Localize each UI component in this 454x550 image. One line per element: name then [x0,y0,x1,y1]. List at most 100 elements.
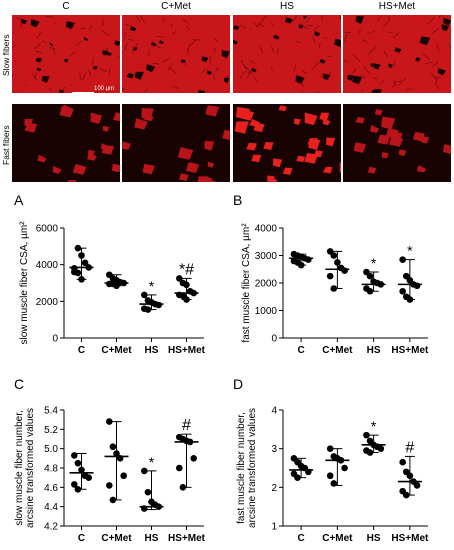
data-point [406,472,414,480]
data-point [71,452,78,459]
data-point [176,464,183,472]
y-tick-label: 6000 [36,224,59,235]
data-point [106,482,113,489]
y-tick-label: 4000 [255,224,278,235]
data-point [109,443,117,451]
data-point [294,474,301,481]
x-tick-label: C [78,345,85,356]
data-point [144,488,152,496]
x-tick-label: C [298,533,305,544]
significance-mark: *# [179,261,194,278]
scale-bar-label: 100 µm [94,86,115,92]
data-point [106,418,113,425]
data-point [326,445,334,452]
data-point [141,291,148,299]
data-point [413,482,421,489]
data-point [74,269,82,277]
y-tick-label: 0 [271,334,277,345]
y-axis-label: arcsine transformed values [25,408,36,528]
y-tick-label: 3 [271,444,277,455]
data-point [366,287,374,295]
x-tick-label: HS [367,533,381,544]
chart-panel-d: 1 2 3 4 fast muscle fiber number, arcsine tra… [236,406,429,545]
y-tick-label: 4.8 [44,464,58,475]
y-tick-label: 4.4 [44,502,58,513]
data-point [71,481,78,488]
data-point [120,472,127,480]
data-point [363,431,370,439]
panel-letter-a: A [14,192,24,208]
data-point [377,445,385,452]
chart-panel-a: 0 2000 4000 6000 slow muscle fiber CSA, µm² C… [19,221,206,356]
x-tick-label: HS+Met [168,533,206,544]
y-tick-label: 4 [271,406,277,417]
x-tick-label: HS+Met [391,533,429,544]
x-tick-label: HS+Met [391,345,429,356]
data-point [85,474,92,481]
data-point [176,275,183,282]
data-point [399,256,406,263]
panel-letter-d: D [233,376,244,392]
data-point [78,466,85,474]
data-point [399,458,406,466]
y-axis-label: arcsine transformed values [247,408,258,528]
data-point [334,259,341,266]
data-point [109,496,117,504]
micrograph-slow-c-met [122,15,230,93]
data-point [330,480,338,487]
data-point [144,306,152,313]
data-point [297,261,305,269]
y-tick-label: 4000 [36,260,59,271]
x-tick-label: HS+Met [168,345,206,356]
y-tick-label: 1000 [255,306,278,317]
y-tick-label: 1 [271,522,277,533]
data-point [190,289,197,297]
data-point [71,265,78,272]
data-point [155,301,162,309]
x-tick-label: HS [367,345,381,356]
data-point [183,296,190,303]
data-point [402,491,410,499]
chart-panel-c: 4.2 4.4 4.6 4.8 5.0 5.2 5.4 slow muscle fiber n… [14,406,206,545]
panel-letter-c: C [14,376,25,392]
data-point [305,468,312,476]
micrograph-slow-c [12,15,120,93]
y-axis-label: fast muscle fiber CSA, µm² [241,223,252,343]
data-point [186,438,194,446]
data-point [85,264,92,271]
column-label-hs-met: HS+Met [378,1,416,12]
x-tick-label: HS [145,533,159,544]
y-axis-label: slow muscle fiber number, [14,410,25,526]
y-tick-label: 4.6 [44,483,58,494]
y-tick-label: 2000 [255,279,278,290]
significance-mark: * [149,278,155,294]
micrograph-fast-hs [233,104,341,182]
y-tick-label: 4.2 [44,522,58,533]
data-point [74,244,82,252]
micrograph-fast-c-met [122,104,230,182]
data-point [78,276,85,283]
data-point [74,459,82,467]
y-tick-label: 2 [271,483,277,494]
data-point [406,296,414,303]
y-tick-label: 2000 [36,297,59,308]
column-label-c-met: C+Met [161,1,191,12]
significance-mark: * [149,454,155,470]
data-point [74,485,82,493]
x-tick-label: C+Met [101,345,132,356]
significance-mark: # [405,439,414,456]
significance-mark: * [371,418,377,434]
data-point [78,252,85,259]
x-tick-label: HS [145,345,159,356]
data-point [330,285,338,292]
y-tick-label: 3000 [255,251,278,262]
data-point [116,455,124,462]
panel-letter-b: B [233,192,243,208]
micrograph-slow-hs-met [343,15,451,93]
data-point [120,279,127,287]
significance-mark: # [182,417,191,434]
x-tick-label: C+Met [322,533,353,544]
data-point [183,281,190,289]
